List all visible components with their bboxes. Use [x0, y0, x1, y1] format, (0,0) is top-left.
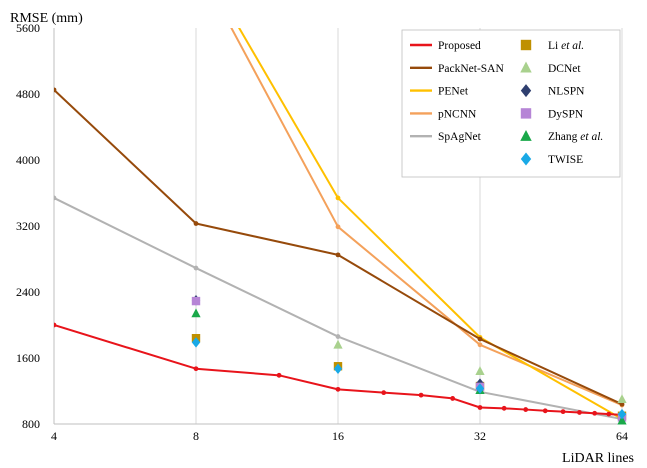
data-point	[592, 410, 598, 416]
data-point	[477, 342, 483, 348]
legend-label: PENet	[438, 86, 469, 98]
data-point	[54, 195, 57, 201]
data-point	[475, 383, 485, 394]
data-point	[418, 392, 424, 398]
y-tick-label: 800	[22, 417, 40, 431]
x-axis-title: LiDAR lines	[562, 451, 634, 466]
data-point	[381, 390, 387, 396]
data-point	[193, 265, 199, 271]
legend-label: PackNet-SAN	[438, 63, 504, 75]
legend-label: Proposed	[438, 40, 481, 52]
data-point	[276, 372, 282, 378]
legend-label-main: Li	[548, 40, 561, 52]
legend: Proposed PackNet-SAN PENet pNCNN SpAgNet Li e…	[401, 29, 621, 178]
data-point	[577, 410, 582, 415]
y-tick-label: 3200	[16, 219, 40, 233]
legend-label: DCNet	[548, 63, 581, 75]
legend-swatch	[520, 61, 532, 73]
legend-label: NLSPN	[548, 86, 585, 98]
legend-swatch	[520, 84, 532, 98]
legend-label-italic: et al.	[580, 131, 603, 143]
data-point	[617, 415, 627, 425]
data-point	[617, 394, 627, 404]
series-nlspn	[191, 295, 627, 421]
data-point	[475, 366, 485, 375]
data-point	[477, 336, 483, 342]
data-point	[335, 224, 341, 230]
series-pncnn	[230, 28, 625, 408]
series-layer	[54, 28, 627, 425]
data-point	[335, 334, 341, 339]
legend-swatch	[520, 152, 532, 166]
data-point	[193, 366, 199, 372]
legend-item-dyspn: DySPN	[520, 108, 584, 120]
y-tick-label: 5600	[16, 21, 40, 35]
data-point	[333, 363, 343, 374]
legend-label: TWISE	[548, 154, 583, 166]
series-twise	[191, 337, 627, 420]
legend-label: DySPN	[548, 108, 584, 120]
data-point	[335, 252, 341, 258]
data-point	[617, 408, 627, 420]
data-point	[191, 308, 201, 318]
legend-swatch	[520, 39, 532, 51]
legend-item-zhang-et-al: Zhang et al.	[520, 129, 603, 143]
data-point	[54, 87, 57, 93]
legend-label-main: Zhang	[548, 131, 580, 143]
legend-item-spagnet: SpAgNet	[410, 131, 482, 143]
y-tick-label: 2400	[16, 285, 40, 299]
x-tick-label: 32	[474, 429, 486, 443]
data-point	[333, 339, 343, 349]
legend-item-packnet-san: PackNet-SAN	[410, 63, 504, 75]
legend-label: SpAgNet	[438, 131, 482, 143]
y-tick-label: 4800	[16, 87, 40, 101]
data-point	[501, 405, 507, 411]
series-line	[230, 28, 623, 406]
legend-label: Zhang et al.	[548, 131, 603, 143]
legend-item-pncnn: pNCNN	[410, 108, 477, 120]
data-point	[191, 337, 201, 348]
data-point	[450, 396, 456, 401]
series-dcnet	[333, 339, 627, 404]
legend-label-italic: et al.	[561, 40, 584, 52]
legend-item-twise: TWISE	[520, 152, 583, 166]
legend-item-nlspn: NLSPN	[520, 84, 585, 98]
y-tick-label: 4000	[16, 153, 40, 167]
data-point	[560, 409, 566, 415]
data-point	[193, 221, 199, 226]
data-point	[523, 407, 529, 412]
data-point	[54, 322, 57, 328]
x-tick-label: 16	[332, 429, 344, 443]
legend-box	[401, 29, 621, 178]
legend-item-dcnet: DCNet	[520, 61, 581, 75]
legend-swatch	[520, 108, 532, 119]
legend-item-proposed: Proposed	[410, 40, 481, 52]
data-point	[335, 195, 341, 201]
axes: RMSE (mm) LiDAR lines 4 8 16 32 64 800 1600 240…	[10, 11, 634, 466]
data-point	[335, 386, 341, 392]
series-proposed	[54, 322, 625, 418]
data-point	[477, 405, 483, 410]
legend-swatch	[520, 129, 532, 141]
legend-label: Li et al.	[548, 40, 584, 52]
y-axis-title: RMSE (mm)	[10, 11, 83, 26]
series-line	[54, 324, 623, 416]
legend-item-penet: PENet	[410, 86, 469, 98]
data-point	[542, 408, 548, 414]
series-line	[238, 28, 623, 420]
x-tick-label: 8	[193, 429, 199, 443]
legend-label: pNCNN	[438, 108, 477, 120]
x-tick-label: 4	[51, 429, 57, 443]
y-tick-label: 1600	[16, 351, 40, 365]
legend-item-li-et-al: Li et al.	[520, 39, 584, 52]
series-dyspn	[191, 296, 627, 422]
data-point	[191, 296, 201, 306]
data-point	[606, 411, 612, 417]
x-tick-label: 64	[616, 429, 628, 443]
